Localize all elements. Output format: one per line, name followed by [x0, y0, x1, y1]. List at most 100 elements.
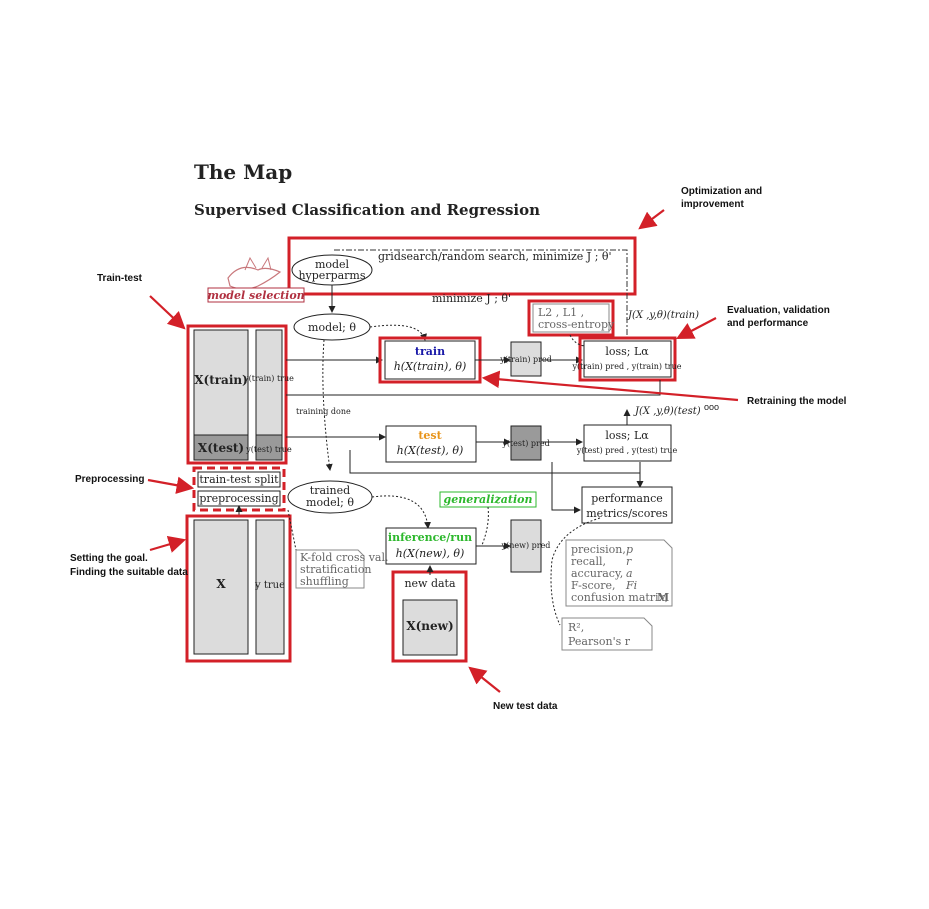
arrow-train-test	[149, 295, 186, 330]
optimization-highlight	[287, 236, 637, 296]
page-title: The Map	[194, 160, 292, 184]
metric-symbol: p	[626, 543, 633, 556]
dragon-logo-icon	[227, 266, 282, 290]
arrow-evaluation	[676, 317, 717, 340]
loss-options-highlight	[527, 299, 615, 337]
x-full-block	[193, 519, 249, 655]
r2-line2: Pearson's r	[568, 635, 631, 648]
y-test-block	[255, 434, 283, 461]
model-selection-text: model selection	[207, 289, 304, 302]
test-box	[385, 425, 477, 463]
annotation-preprocessing: Preprocessing	[75, 474, 144, 485]
test-label: test	[418, 429, 442, 442]
arrow-preprocessing	[147, 476, 195, 494]
x-test-label: X(test)	[198, 441, 244, 455]
metric-name: F-score,	[571, 579, 616, 592]
loss-options-line2: cross-entropy	[538, 318, 615, 331]
y-full-label: y true	[254, 580, 285, 591]
x-full-label: X	[216, 577, 226, 591]
annotation-new-test: New test data	[493, 701, 558, 712]
train-label: train	[415, 345, 445, 358]
loss-options-line1: L2 , L1 ,	[538, 306, 584, 319]
x-test-block	[193, 434, 249, 461]
training-done-label: training done	[296, 407, 351, 416]
x-new-block	[402, 599, 458, 656]
inference-function: h(X(new), θ)	[396, 547, 465, 560]
model-theta-text: model; θ	[308, 321, 356, 334]
metric-symbol: a	[626, 567, 633, 580]
x-train-label: X(train)	[194, 373, 248, 387]
loss-train-box	[583, 340, 672, 378]
kfold-note	[295, 549, 365, 589]
metric-name: confusion matrix,	[571, 591, 668, 604]
goal-highlight	[185, 514, 292, 663]
arrow-goal	[149, 535, 187, 553]
new-data-text: new data	[404, 577, 456, 590]
model-hyperparams-line2: hyperparms	[298, 269, 365, 282]
loss-options-note	[532, 303, 610, 333]
kfold-line3: shuffling	[300, 575, 349, 588]
dragon-wings-icon	[244, 256, 272, 271]
annotation-retraining: Retraining the model	[747, 396, 847, 407]
generalization-text: generalization	[444, 493, 533, 506]
x-train-block	[193, 329, 249, 436]
annotation-goal-line1: Setting the goal.	[70, 553, 148, 564]
ypred-train-label: y(train) pred	[499, 355, 552, 364]
ypred-new-block	[510, 519, 542, 573]
page-subtitle: Supervised Classification and Regression	[194, 201, 540, 219]
grid-loop-line	[334, 249, 628, 340]
J-train-label: J(X ,y,θ)(train)	[626, 310, 699, 321]
ypred-new-label: y(new) pred	[501, 541, 551, 550]
test-function: h(X(test), θ)	[397, 444, 464, 457]
gridsearch-text: gridsearch/random search, minimize J ; θ…	[378, 250, 612, 263]
metric-name: recall,	[571, 555, 606, 568]
metrics-note	[565, 539, 673, 607]
performance-line1: performance	[591, 492, 663, 505]
kfold-line1: K-fold cross val.	[300, 551, 389, 564]
loss-test-box	[583, 424, 672, 462]
train-test-split-box	[197, 471, 281, 488]
metric-name: precision,	[571, 543, 626, 556]
arrow-retraining	[481, 370, 739, 402]
x-new-label: X(new)	[406, 619, 453, 633]
train-test-split-text: train-test split	[199, 473, 279, 486]
ypred-test-block	[510, 425, 542, 461]
performance-box	[581, 486, 673, 524]
y-test-label: y(test) true	[245, 445, 292, 454]
loss-test-title: loss; Lα	[605, 429, 649, 442]
inference-label: inference/run	[388, 531, 472, 544]
minimize-text: minimize J ; θ'	[432, 292, 511, 305]
annotation-goal-line2: Finding the suitable data	[70, 567, 188, 578]
metric-symbol: M	[657, 591, 669, 604]
y-full-block	[255, 519, 285, 655]
model-hyperparams-line1: model	[315, 258, 350, 271]
loss-train-title: loss; Lα	[605, 345, 649, 358]
loss-train-args: y(train) pred , y(train) true	[571, 362, 681, 371]
annotation-evaluation-line1: Evaluation, validation	[727, 305, 830, 316]
train-function: h(X(train), θ)	[394, 360, 467, 373]
y-train-label: y(train) true	[243, 374, 294, 383]
train-box	[384, 340, 476, 380]
arrow-new-test	[468, 666, 501, 693]
model-selection-tag	[207, 287, 305, 303]
ypred-test-label: y(test) pred	[501, 439, 549, 448]
annotation-optimization-line2: improvement	[681, 199, 744, 210]
J-test-label: J(X ,y,θ)(test)	[633, 406, 701, 417]
arrow-optimization	[638, 209, 665, 230]
r2-line1: R²,	[568, 621, 584, 634]
loss-test-args: y(test) pred , y(test) true	[576, 446, 678, 455]
metric-symbol: Fi	[625, 579, 637, 592]
ooo-icon: ooo	[704, 402, 719, 412]
metric-name: accuracy,	[571, 567, 623, 580]
preprocessing-text: preprocessing	[199, 492, 278, 505]
evaluation-highlight	[578, 336, 677, 382]
performance-line2: metrics/scores	[586, 507, 668, 520]
r2-note	[561, 617, 653, 651]
annotation-train-test: Train-test	[97, 273, 143, 284]
kfold-line2: stratification	[300, 563, 372, 576]
trained-model-line2: model; θ	[306, 496, 354, 509]
annotation-optimization-line1: Optimization and	[681, 186, 762, 197]
annotation-evaluation-line2: and performance	[727, 318, 809, 329]
